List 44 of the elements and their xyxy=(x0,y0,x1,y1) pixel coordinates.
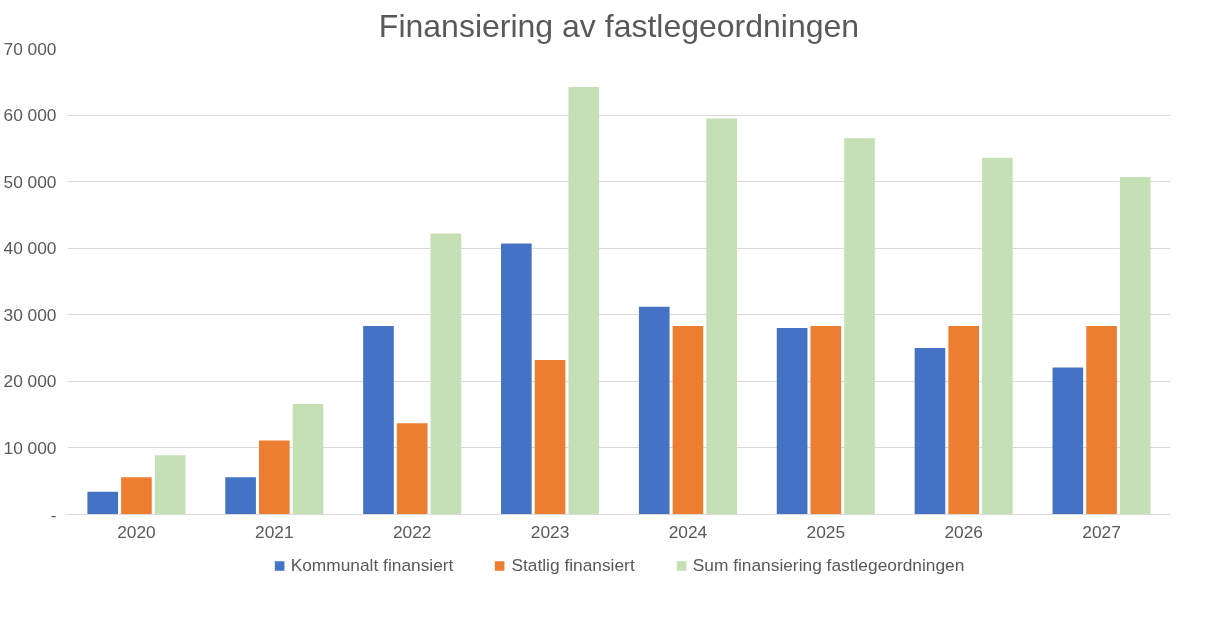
bar xyxy=(948,326,980,515)
y-tick-label: 50 000 xyxy=(3,171,57,192)
bar xyxy=(396,423,428,515)
x-tick-label: 2026 xyxy=(944,521,983,542)
y-tick-label: - xyxy=(50,504,57,525)
x-tick-label: 2022 xyxy=(392,521,432,542)
bar xyxy=(430,233,462,515)
bar xyxy=(225,477,256,515)
bar xyxy=(1119,176,1151,515)
y-tick-label: 20 000 xyxy=(3,371,57,392)
x-tick-label: 2024 xyxy=(668,521,708,542)
bar xyxy=(844,138,875,515)
bar xyxy=(568,87,600,515)
x-tick-label: 2021 xyxy=(255,521,294,542)
chart-title: Finansiering av fastlegeordningen xyxy=(378,7,860,44)
y-tick-label: 30 000 xyxy=(3,304,57,325)
bar xyxy=(982,157,1013,515)
bar xyxy=(1052,367,1084,515)
y-tick-label: 40 000 xyxy=(3,238,57,259)
x-tick-label: 2027 xyxy=(1082,521,1121,542)
bar xyxy=(501,243,532,515)
bar xyxy=(706,118,737,515)
bar xyxy=(672,326,704,515)
y-tick-label: 70 000 xyxy=(3,38,57,59)
x-tick-label: 2023 xyxy=(530,521,570,542)
bar xyxy=(776,328,808,515)
bar xyxy=(1086,326,1117,515)
y-tick-label: 60 000 xyxy=(3,105,57,126)
bar xyxy=(258,440,290,515)
bar xyxy=(363,326,394,515)
bar xyxy=(292,403,324,515)
legend-label: Statlig finansiert xyxy=(511,554,635,576)
bar xyxy=(638,306,670,515)
y-tick-label: 10 000 xyxy=(3,437,57,458)
x-tick-label: 2025 xyxy=(806,521,846,542)
bar xyxy=(87,491,119,515)
bar xyxy=(534,360,566,515)
legend-label: Sum finansiering fastlegeordningen xyxy=(692,554,965,576)
bar xyxy=(810,326,842,515)
bar xyxy=(914,348,946,515)
legend-label: Kommunalt finansiert xyxy=(290,554,454,576)
bar xyxy=(121,477,152,515)
x-tick-label: 2020 xyxy=(117,521,156,542)
bar xyxy=(154,455,186,515)
